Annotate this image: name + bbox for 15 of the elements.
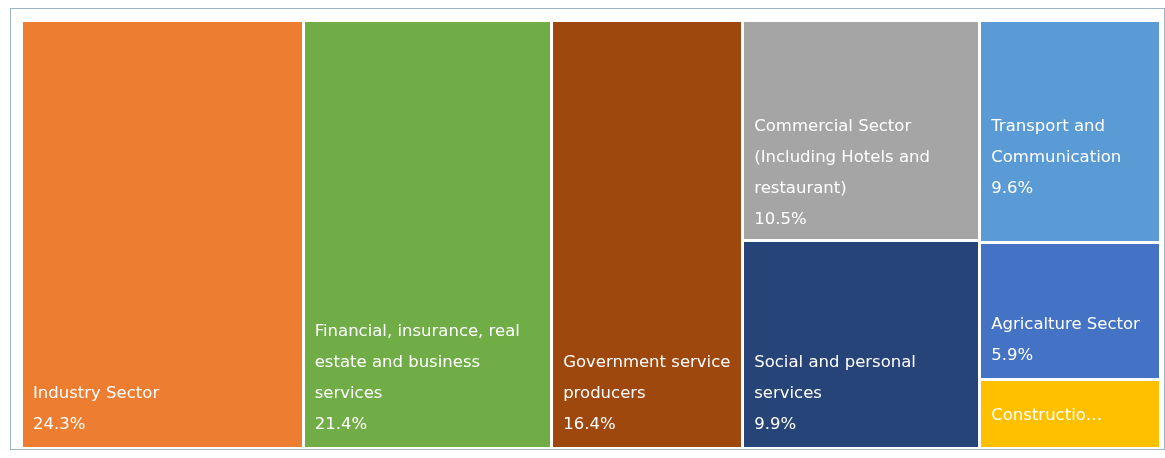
data-label: 9.6% — [991, 177, 1035, 199]
category-label: Financial, insurance, real estate and business services — [314, 320, 521, 404]
category-label: Industry Sector — [33, 382, 161, 404]
data-label: 16.4% — [563, 413, 617, 435]
data-label: 21.4% — [314, 413, 369, 435]
category-label: Government service producers — [563, 351, 732, 404]
data-label: 24.3% — [33, 413, 87, 435]
category-label: Commercial Sector (Including Hotels and restaurant) — [754, 115, 931, 199]
category-label: Social and personal services — [754, 351, 917, 404]
data-label: 10.5% — [754, 208, 808, 230]
category-label: Agricalture Sector — [991, 313, 1141, 335]
data-label: 5.9% — [991, 344, 1035, 366]
category-label: Transport and Communication — [991, 115, 1123, 168]
category-label: Constructio… — [991, 403, 1104, 426]
data-label: 9.9% — [754, 413, 798, 435]
